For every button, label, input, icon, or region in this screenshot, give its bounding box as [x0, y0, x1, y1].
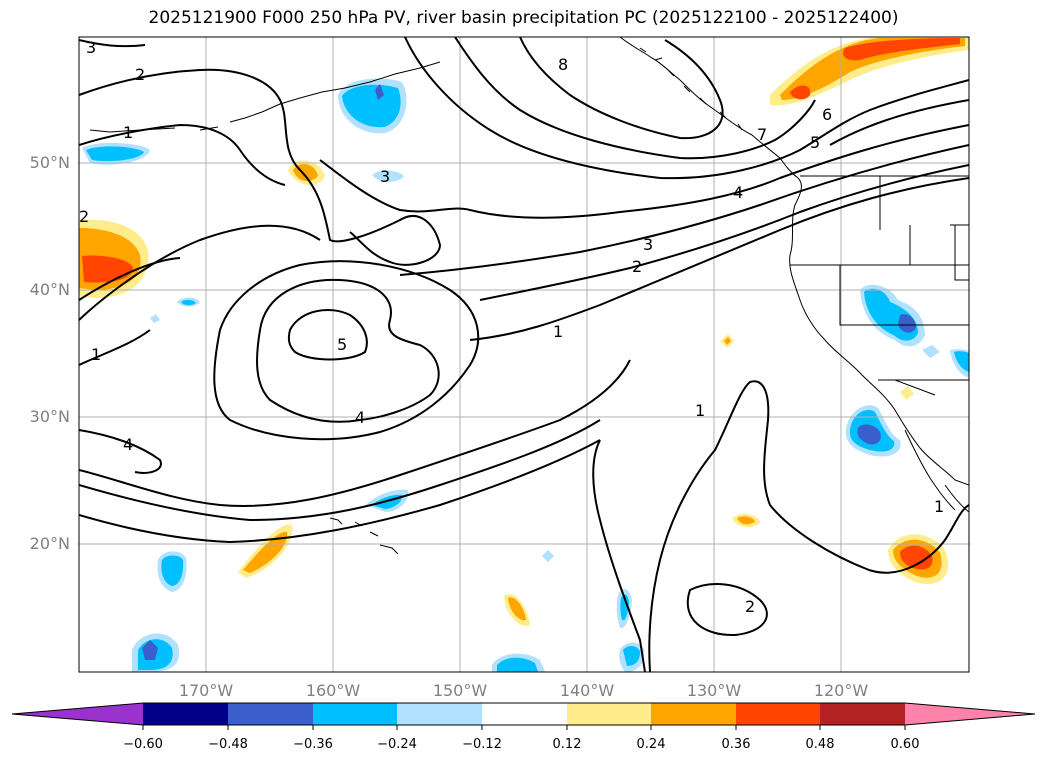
- contour-pv-3-low: [213, 260, 480, 441]
- contour-pv-5-low: [287, 309, 368, 361]
- precip-pos-northeast-core: [843, 38, 960, 61]
- contour-label: 3: [86, 38, 96, 57]
- colorbar-bin: [228, 703, 313, 725]
- precip-pos-northeast-inner: [780, 38, 965, 100]
- colorbar-tick-label: 0.48: [805, 737, 835, 752]
- map-plot-area: 3 2 1 8 7 6 5 4 3 2 1 5 4 4 1 1 2 1 3 2: [79, 37, 969, 672]
- lat-label: 50°N: [29, 153, 70, 172]
- colorbar-extend-max: [905, 703, 1035, 725]
- contour-pv-5-upper: [829, 99, 969, 146]
- colorbar-bin: [736, 703, 820, 725]
- contour-pv-1-jet: [79, 177, 969, 366]
- lon-label: 160°W: [305, 681, 361, 700]
- contour-label: 1: [123, 123, 133, 142]
- colorbar-bin: [820, 703, 905, 725]
- contour-pv-1-sw: [79, 439, 601, 544]
- contour-label: 4: [123, 435, 133, 454]
- contour-pv-6: [404, 37, 969, 180]
- coast-baja: [904, 429, 969, 513]
- contour-label: 1: [553, 322, 563, 341]
- contour-label: 5: [337, 335, 347, 354]
- contour-label: 2: [745, 597, 755, 616]
- lon-label: 170°W: [178, 681, 234, 700]
- contour-pv-4-low: [256, 278, 440, 423]
- contour-pv-2-jet: [79, 164, 969, 301]
- contour-pv-4-upper: [319, 124, 969, 219]
- colorbar-tick-label: −0.24: [377, 737, 417, 752]
- lon-label: 140°W: [559, 681, 615, 700]
- contour-pv-1-subtropic: [592, 439, 646, 672]
- contour-label: 1: [695, 401, 705, 420]
- coast-hawaii: [329, 517, 399, 555]
- contour-pv-2-east: [686, 583, 768, 637]
- contour-label: 4: [355, 408, 365, 427]
- contour-label: 6: [822, 105, 832, 124]
- contour-pv-1-east: [648, 380, 969, 672]
- contour-label: 1: [91, 345, 101, 364]
- contour-label: 1: [934, 497, 944, 516]
- graticule: [79, 37, 969, 672]
- colorbar-tick-label: 0.12: [552, 737, 582, 752]
- contour-label: 4: [733, 183, 743, 202]
- contour-label: 2: [632, 257, 642, 276]
- lat-label: 30°N: [29, 407, 70, 426]
- colorbar-bin: [567, 703, 651, 725]
- contour-label: 3: [643, 235, 653, 254]
- colorbar-tick-label: 0.60: [890, 737, 920, 752]
- lat-label: 40°N: [29, 280, 70, 299]
- colorbar-extend-min: [12, 703, 143, 725]
- colorbar-tick-label: −0.36: [293, 737, 333, 752]
- colorbar-tick-label: −0.48: [208, 737, 248, 752]
- pv-contours: [79, 37, 969, 672]
- contour-label: 3: [380, 167, 390, 186]
- lat-label: 20°N: [29, 534, 70, 553]
- contour-label: 2: [79, 207, 89, 226]
- contour-labels: 3 2 1 8 7 6 5 4 3 2 1 5 4 4 1 1 2 1 3 2: [79, 38, 944, 616]
- contour-pv-7: [454, 37, 816, 160]
- colorbar-bin: [397, 703, 482, 725]
- coast-west-us: [789, 177, 969, 486]
- colorbar-bin: [143, 703, 228, 725]
- map-frame: [78, 36, 970, 673]
- precip-shading: [79, 37, 969, 672]
- contour-label: 7: [757, 125, 767, 144]
- lon-label: 150°W: [432, 681, 488, 700]
- colorbar-bin: [651, 703, 736, 725]
- contour-pv-3-jet: [79, 144, 969, 321]
- contour-label: 2: [135, 65, 145, 84]
- colorbar-bin: [482, 703, 567, 725]
- colorbar: [11, 702, 1036, 730]
- lon-label: 120°W: [813, 681, 869, 700]
- contour-pv-3-nw: [79, 39, 146, 48]
- colorbar-bin: [313, 703, 397, 725]
- contour-pv-1-nw: [79, 123, 286, 186]
- contour-pv-4-sw: [79, 429, 162, 474]
- contour-pv-8: [519, 37, 724, 140]
- colorbar-tick-label: 0.24: [636, 737, 666, 752]
- contour-pv-2-nw: [79, 68, 442, 266]
- lon-label: 130°W: [686, 681, 742, 700]
- contour-pv-3-sw: [79, 359, 631, 507]
- colorbar-tick-label: 0.36: [721, 737, 751, 752]
- contour-pv-2-sw: [79, 419, 601, 522]
- coastlines: [89, 37, 969, 555]
- contour-label: 5: [810, 133, 820, 152]
- contour-label: 8: [558, 55, 568, 74]
- border-states: [790, 176, 969, 396]
- map-title: 2025121900 F000 250 hPa PV, river basin …: [148, 8, 899, 28]
- colorbar-tick-label: −0.60: [123, 737, 163, 752]
- colorbar-tick-label: −0.12: [462, 737, 502, 752]
